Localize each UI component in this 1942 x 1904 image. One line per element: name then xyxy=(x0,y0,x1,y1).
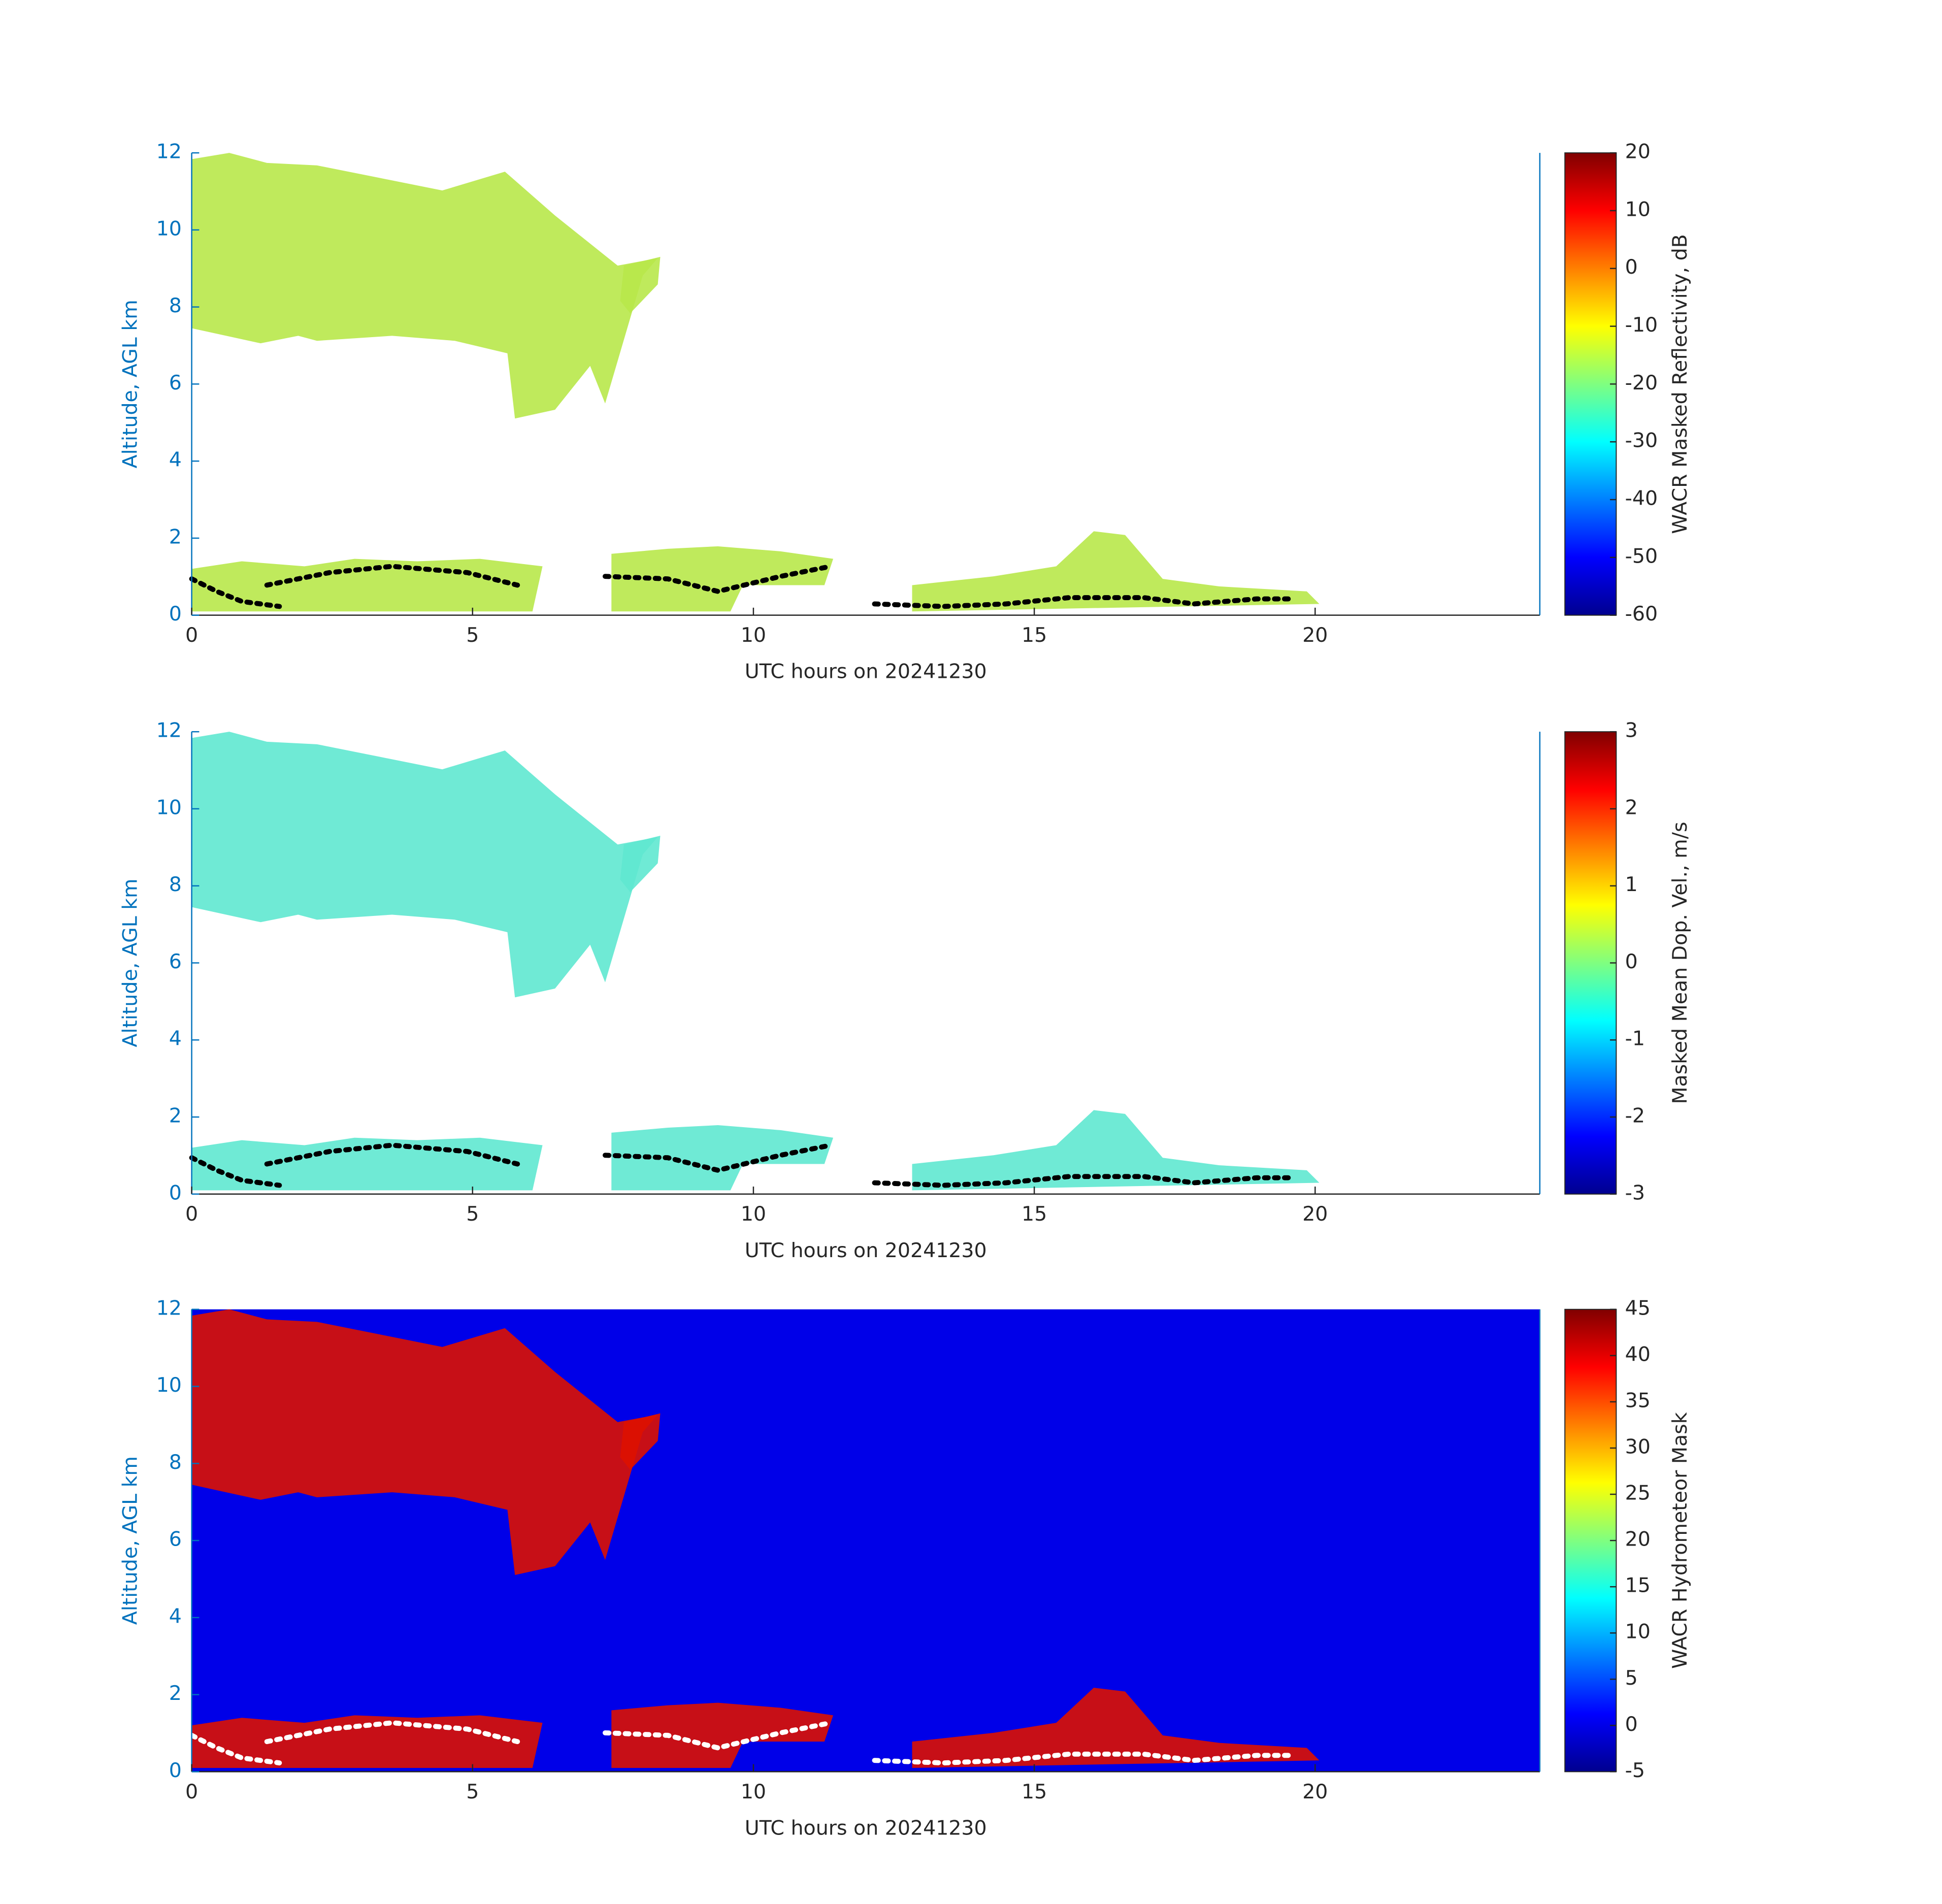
x-tick-label: 20 xyxy=(1302,1780,1328,1803)
colorbar-tick-label: 0 xyxy=(1625,255,1638,279)
y-tick-label: 8 xyxy=(169,294,182,317)
colorbar-tick-label: 10 xyxy=(1625,1620,1651,1644)
y-tick-label: 2 xyxy=(169,1682,182,1705)
colorbar xyxy=(1564,1308,1617,1772)
colorbar-label: WACR Masked Reflectivity, dB xyxy=(1668,234,1692,534)
y-tick-label: 0 xyxy=(169,602,182,626)
cloud-field xyxy=(189,732,1320,1191)
colorbar-tick-label: 30 xyxy=(1625,1435,1651,1458)
cloud-base-dots xyxy=(189,1142,1297,1188)
cloud-region xyxy=(611,546,834,612)
colorbar-tick-label: 20 xyxy=(1625,140,1651,163)
y-tick-label: 0 xyxy=(169,1759,182,1782)
cloud-region xyxy=(620,1413,661,1470)
colorbar-tick-label: 15 xyxy=(1625,1574,1651,1597)
cloud-region xyxy=(912,1110,1320,1191)
y-tick-label: 2 xyxy=(169,525,182,548)
y-tick-label: 0 xyxy=(169,1181,182,1204)
colorbar-tick-label: -3 xyxy=(1625,1181,1645,1204)
y-tick-label: 4 xyxy=(169,1027,182,1051)
x-axis-label: UTC hours on 20241230 xyxy=(745,1816,987,1840)
cloud-region xyxy=(611,1125,834,1191)
y-axis-label: Altitude, AGL km xyxy=(119,300,142,468)
x-tick-label: 15 xyxy=(1022,623,1047,647)
y-tick-label: 6 xyxy=(169,371,182,395)
y-tick-label: 12 xyxy=(156,140,182,163)
y-tick-label: 2 xyxy=(169,1104,182,1128)
y-tick-label: 10 xyxy=(156,217,182,240)
x-tick-label: 5 xyxy=(466,1780,479,1803)
cloud-base-dots xyxy=(189,1720,1297,1766)
x-axis-label: UTC hours on 20241230 xyxy=(745,660,987,683)
x-tick-label: 20 xyxy=(1302,623,1328,647)
colorbar-tick-label: -30 xyxy=(1625,429,1658,452)
colorbar-tick-label: -20 xyxy=(1625,371,1658,395)
colorbar-tick-label: 0 xyxy=(1625,1713,1638,1736)
x-tick-label: 15 xyxy=(1022,1780,1047,1803)
colorbar-label: WACR Hydrometeor Mask xyxy=(1668,1412,1692,1669)
y-axis-label: Altitude, AGL km xyxy=(119,1456,142,1625)
cloud-region xyxy=(620,835,661,893)
x-tick-label: 20 xyxy=(1302,1202,1328,1226)
colorbar-tick-label: 45 xyxy=(1625,1296,1651,1320)
colorbar-tick-label: 25 xyxy=(1625,1482,1651,1505)
y-tick-label: 10 xyxy=(156,1373,182,1397)
x-tick-label: 5 xyxy=(466,623,479,647)
y-tick-label: 4 xyxy=(169,448,182,472)
colorbar-tick-label: 20 xyxy=(1625,1528,1651,1551)
cloud-region xyxy=(191,732,658,998)
y-tick-label: 8 xyxy=(169,873,182,896)
colorbar-tick-label: 3 xyxy=(1625,719,1638,742)
x-tick-label: 5 xyxy=(466,1202,479,1226)
x-axis-label: UTC hours on 20241230 xyxy=(745,1239,987,1262)
colorbar-tick-label: -60 xyxy=(1625,602,1658,626)
cloud-region xyxy=(912,531,1320,612)
colorbar-tick-label: -40 xyxy=(1625,487,1658,510)
x-tick-label: 0 xyxy=(185,623,198,647)
cloud-base-dots xyxy=(189,564,1297,609)
colorbar-tick-label: 40 xyxy=(1625,1342,1651,1366)
y-tick-label: 12 xyxy=(156,1296,182,1320)
y-axis-label: Altitude, AGL km xyxy=(119,878,142,1047)
cloud-region xyxy=(191,153,658,419)
x-tick-label: 10 xyxy=(741,623,766,647)
cloud-region xyxy=(191,1309,658,1575)
cloud-region xyxy=(912,1688,1320,1768)
colorbar-tick-label: 5 xyxy=(1625,1666,1638,1690)
x-tick-label: 15 xyxy=(1022,1202,1047,1226)
x-tick-label: 0 xyxy=(185,1780,198,1803)
colorbar-tick-label: -50 xyxy=(1625,544,1658,568)
colorbar-tick-label: 10 xyxy=(1625,198,1651,221)
cloud-region xyxy=(620,256,661,313)
colorbar-tick-label: 35 xyxy=(1625,1389,1651,1412)
x-tick-label: 0 xyxy=(185,1202,198,1226)
x-tick-label: 10 xyxy=(741,1202,766,1226)
colorbar xyxy=(1564,152,1617,616)
colorbar xyxy=(1564,731,1617,1195)
y-tick-label: 4 xyxy=(169,1604,182,1628)
colorbar-tick-label: -10 xyxy=(1625,313,1658,337)
cloud-field xyxy=(189,153,1320,612)
colorbar-tick-label: 0 xyxy=(1625,950,1638,973)
y-tick-label: 10 xyxy=(156,796,182,819)
colorbar-tick-label: 1 xyxy=(1625,873,1638,896)
colorbar-tick-label: -5 xyxy=(1625,1759,1645,1782)
x-tick-label: 10 xyxy=(741,1780,766,1803)
y-tick-label: 8 xyxy=(169,1451,182,1474)
y-tick-label: 12 xyxy=(156,719,182,742)
cloud-region xyxy=(611,1702,834,1768)
colorbar-label: Masked Mean Dop. Vel., m/s xyxy=(1668,822,1692,1104)
cloud-field xyxy=(189,1309,1320,1768)
colorbar-tick-label: -1 xyxy=(1625,1027,1645,1051)
y-tick-label: 6 xyxy=(169,950,182,973)
y-tick-label: 6 xyxy=(169,1528,182,1551)
colorbar-tick-label: -2 xyxy=(1625,1104,1645,1128)
colorbar-tick-label: 2 xyxy=(1625,796,1638,819)
